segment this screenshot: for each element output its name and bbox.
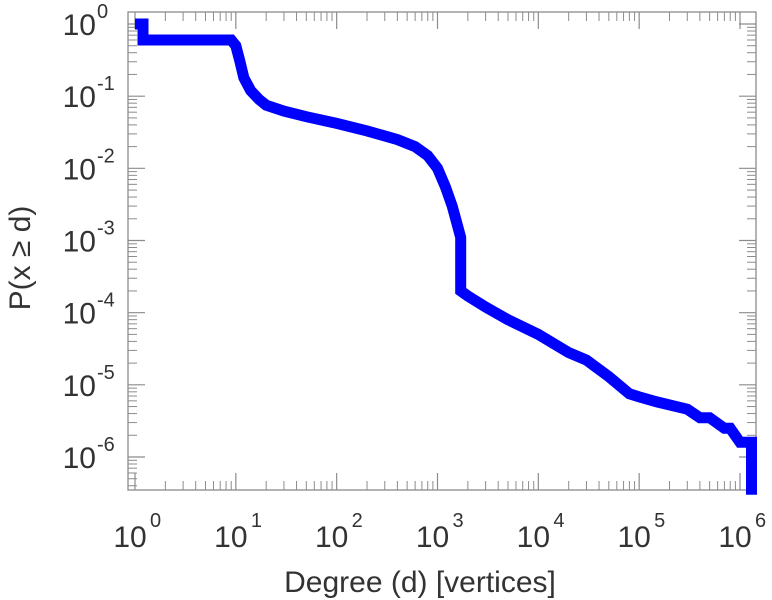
x-tick-label: 10 [718, 521, 751, 554]
y-tick-label: 10 [63, 298, 96, 331]
x-tick-label: 10 [214, 521, 247, 554]
x-tick-label: 10 [517, 521, 550, 554]
y-tick-exponent: -2 [97, 145, 115, 167]
x-tick-exponent: 2 [352, 510, 363, 532]
minor-ticks [128, 12, 756, 490]
x-tick-labels: 10 0 10 1 10 2 10 3 10 4 10 5 10 6 [113, 510, 766, 554]
plot-frame [127, 11, 757, 491]
y-tick-exponent: -4 [97, 290, 115, 312]
x-tick-exponent: 3 [453, 510, 464, 532]
x-tick-label: 10 [617, 521, 650, 554]
y-tick-label: 10 [63, 81, 96, 114]
y-tick-exponent: -5 [97, 362, 115, 384]
y-tick-label: 10 [63, 370, 96, 403]
x-tick-exponent: 6 [755, 510, 766, 532]
x-axis-label: Degree (d) [vertices] [284, 566, 556, 599]
y-tick-exponent: -3 [97, 218, 115, 240]
x-tick-exponent: 4 [553, 510, 564, 532]
y-tick-label: 10 [63, 226, 96, 259]
x-tick-exponent: 5 [654, 510, 665, 532]
y-tick-exponent: 0 [97, 1, 108, 23]
major-ticks [128, 12, 756, 490]
y-tick-exponent: -1 [97, 73, 115, 95]
y-tick-label: 10 [63, 153, 96, 186]
x-tick-exponent: 1 [251, 510, 262, 532]
y-tick-label: 10 [63, 442, 96, 475]
y-tick-label: 10 [63, 9, 96, 42]
x-tick-exponent: 0 [150, 510, 161, 532]
series-layer [135, 18, 757, 495]
x-tick-label: 10 [416, 521, 449, 554]
series-line-0 [135, 18, 757, 495]
x-tick-label: 10 [315, 521, 348, 554]
x-tick-label: 10 [113, 521, 146, 554]
y-axis-label: P(x ≥ d) [4, 206, 37, 311]
y-tick-exponent: -6 [97, 434, 115, 456]
